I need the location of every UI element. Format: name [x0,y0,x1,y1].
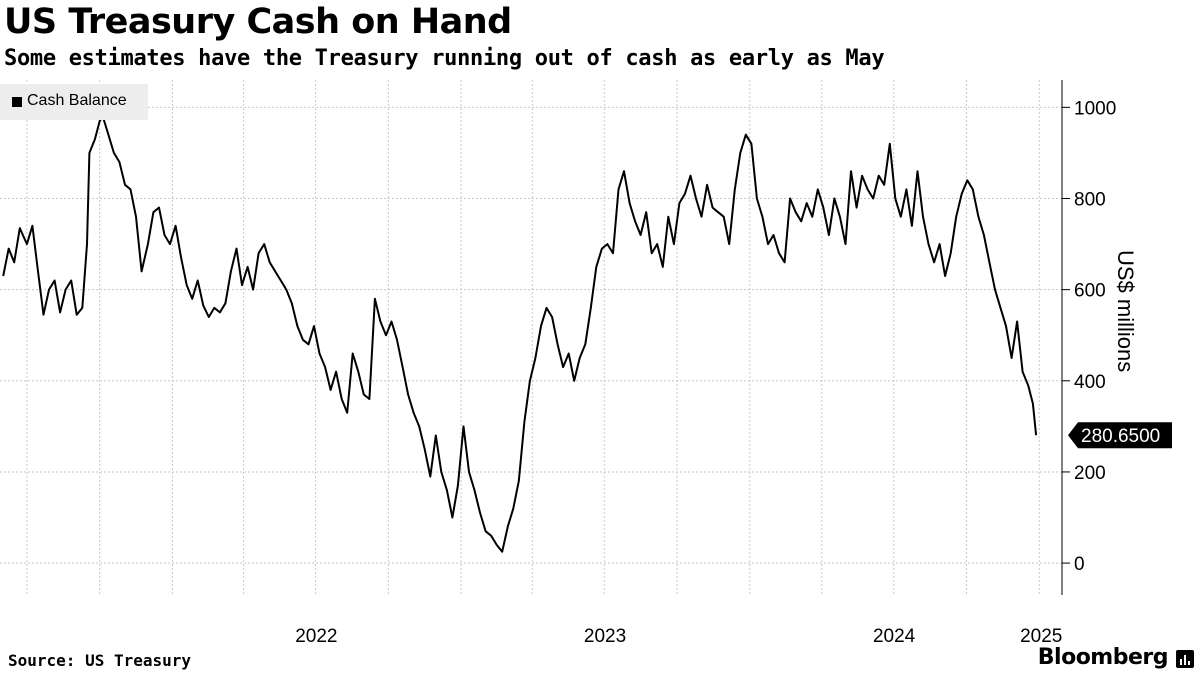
axes [1061,80,1070,595]
bloomberg-terminal-icon [1176,650,1194,668]
legend-label: Cash Balance [27,92,127,109]
source-note: Source: US Treasury [8,651,192,670]
x-tick-label: 2023 [584,626,626,647]
brand-wordmark: Bloomberg [1037,645,1169,670]
y-tick-label: 400 [1074,372,1106,393]
y-tick-label: 800 [1074,189,1106,210]
chart-subtitle: Some estimates have the Treasury running… [4,46,885,71]
series-cash-balance [2,115,1038,553]
y-axis-title: US$ millions [1113,250,1138,373]
legend: Cash Balance [0,84,148,120]
last-value-label: 280.6500 [1081,426,1160,447]
y-tick-label: 200 [1074,463,1106,484]
y-tick-label: 1000 [1074,98,1116,119]
grid-lines [0,80,1062,595]
chart-title: US Treasury Cash on Hand [4,2,512,42]
y-tick-label: 0 [1074,554,1085,575]
x-tick-label: 2024 [873,626,916,647]
labels: 0 200 400 600 800 1000 2022 2023 2024 2025 280.650… [295,98,1172,647]
x-tick-label: 2022 [295,626,337,647]
x-tick-label: 2025 [1020,626,1062,647]
series-line-cash-balance [2,115,1038,553]
legend-swatch [12,97,22,107]
y-tick-label: 600 [1074,281,1106,302]
last-value-tag [1068,422,1172,449]
